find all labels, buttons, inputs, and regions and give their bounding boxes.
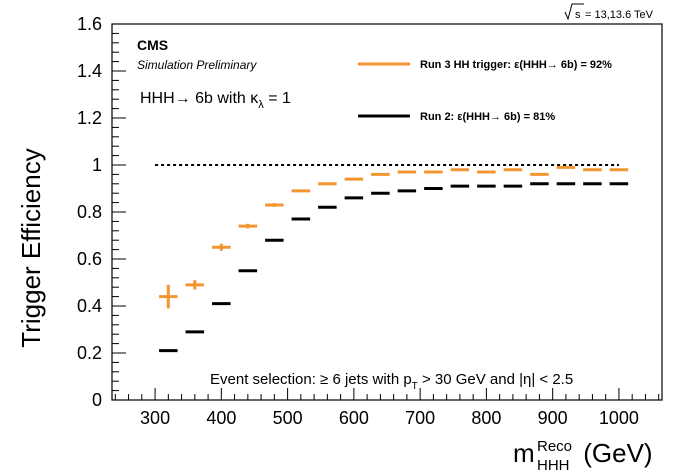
- y-tick-label: 0.2: [77, 343, 102, 363]
- x-tick-label: 700: [405, 408, 435, 428]
- data-point: [318, 182, 337, 186]
- y-tick-label: 1.2: [77, 108, 102, 128]
- legend-label-run2: Run 2: ε(HHH→ 6b) = 81%: [420, 111, 555, 123]
- x-axis: 300 400 500 600 700 800 900 1000: [114, 388, 660, 428]
- energy-label: s = 13,13.6 TeV: [564, 3, 654, 21]
- y-tick-label: 1.6: [77, 14, 102, 34]
- y-tick-label: 0.6: [77, 249, 102, 269]
- energy-value: = 13,13.6 TeV: [585, 9, 654, 21]
- legend-label-run3: Run 3 HH trigger: ε(HHH→ 6b) = 92%: [420, 59, 612, 71]
- data-point: [212, 243, 231, 251]
- y-axis: 0 0.2 0.4 0.6 0.8 1 1.2 1.4 1.6: [77, 14, 126, 410]
- y-tick-label: 1: [92, 155, 102, 175]
- x-axis-title-sup: Reco: [537, 438, 572, 455]
- sqrt-symbol: [564, 3, 584, 21]
- x-tick-label: 500: [273, 408, 303, 428]
- x-tick-label: 1000: [599, 408, 639, 428]
- selection-label: Event selection: ≥ 6 jets with pT > 30 G…: [210, 371, 573, 392]
- series-run2: [159, 182, 629, 353]
- data-point: [185, 280, 205, 290]
- energy-prefix: s: [575, 9, 581, 21]
- x-axis-title-sub: HHH: [537, 457, 570, 474]
- legend: Run 3 HH trigger: ε(HHH→ 6b) = 92% Run 2…: [358, 59, 612, 123]
- data-point: [238, 223, 258, 229]
- x-axis-title-unit: (GeV): [576, 438, 653, 468]
- process-label: HHH→ 6b with κλ = 1: [140, 90, 291, 111]
- data-point: [159, 284, 178, 309]
- x-tick-label: 900: [538, 408, 568, 428]
- process-sub: λ: [258, 99, 264, 111]
- y-tick-label: 1.4: [77, 61, 102, 81]
- process-main: HHH→ 6b with κ: [140, 90, 259, 107]
- subtitle-label: Simulation Preliminary: [137, 58, 257, 72]
- experiment-label: CMS: [137, 37, 168, 53]
- selection-sub: T: [412, 381, 418, 392]
- plot-frame: [111, 23, 663, 401]
- y-tick-label: 0.4: [77, 296, 102, 316]
- x-tick-label: 300: [140, 408, 170, 428]
- process-tail: = 1: [264, 90, 291, 107]
- data-point: [291, 189, 311, 193]
- selection-part2: > 30 GeV and |η| < 2.5: [418, 371, 573, 388]
- y-tick-label: 0: [92, 390, 102, 410]
- series-run3: [159, 165, 629, 309]
- x-tick-label: 400: [206, 408, 236, 428]
- data-point: [265, 203, 284, 207]
- x-axis-title-main: m: [513, 438, 535, 468]
- selection-part1: Event selection: ≥ 6 jets with p: [210, 371, 412, 388]
- x-axis-title: m: [513, 438, 535, 468]
- y-axis-title: Trigger Efficiency: [16, 148, 46, 347]
- x-tick-label: 800: [471, 408, 501, 428]
- y-tick-label: 0.8: [77, 202, 102, 222]
- x-tick-label: 600: [339, 408, 369, 428]
